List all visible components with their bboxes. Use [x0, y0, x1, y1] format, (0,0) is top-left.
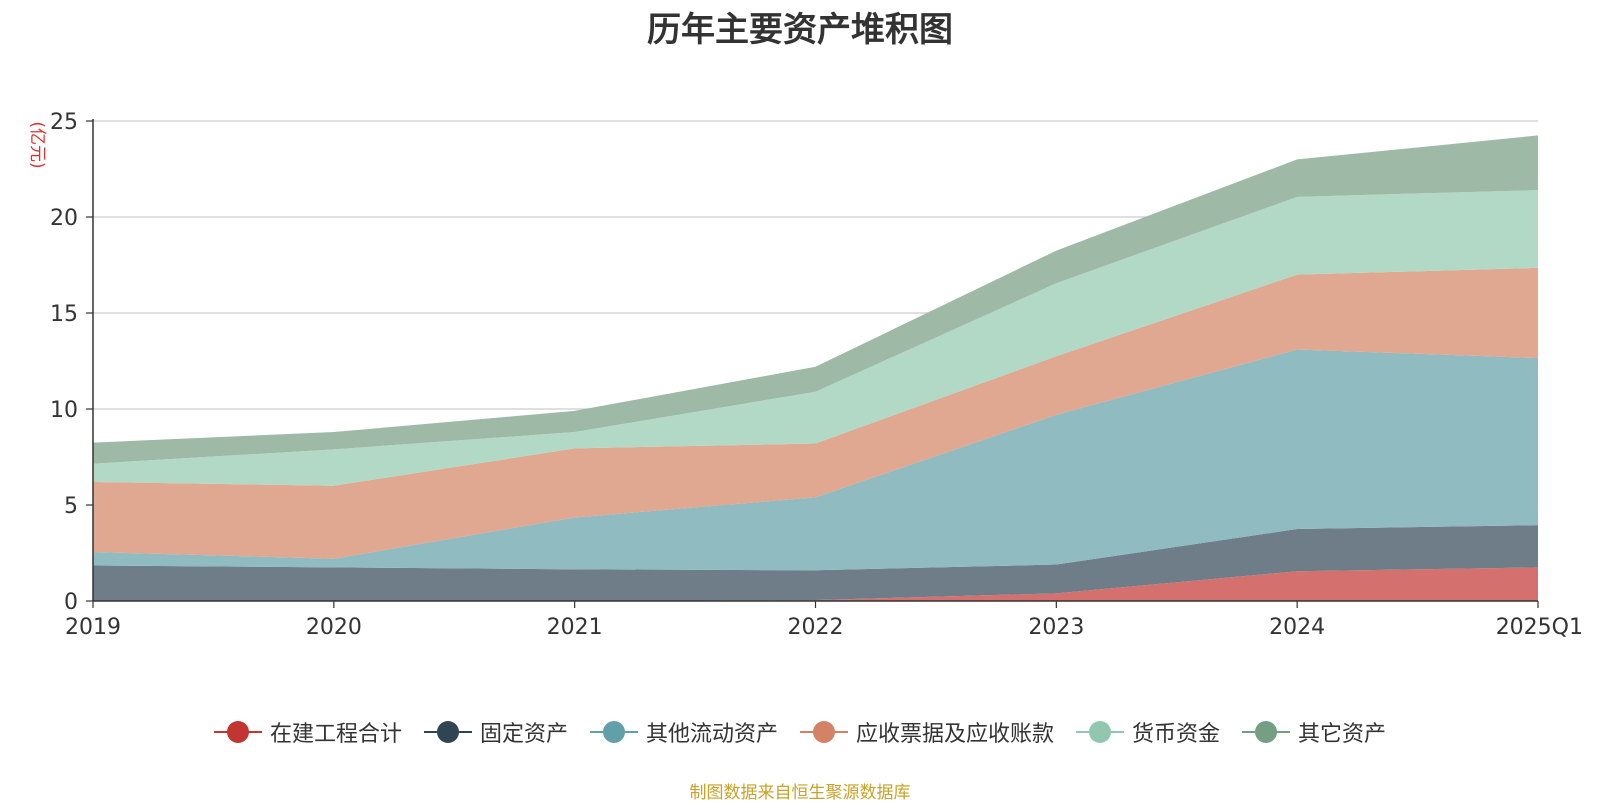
legend-marker-icon	[1242, 720, 1291, 744]
legend-label: 其它资产	[1298, 722, 1387, 747]
legend-marker-icon	[423, 720, 472, 744]
legend-item-5[interactable]: 其它资产	[1242, 716, 1386, 748]
area-其他流动资产	[93, 349, 1538, 571]
legend-item-0[interactable]: 在建工程合计	[213, 716, 402, 748]
y-axis-unit-label: (亿元)	[27, 121, 47, 168]
legend-item-1[interactable]: 固定资产	[423, 716, 568, 748]
chart-title: 历年主要资产堆积图	[647, 10, 953, 50]
legend-label: 其他流动资产	[645, 722, 778, 747]
x-tick-label-2019: 2019	[65, 615, 121, 640]
legend: 在建工程合计 固定资产 其他流动资产 应收票据及应收账款 货币资金 其它资产	[0, 716, 1600, 748]
legend-item-3[interactable]: 应收票据及应收账款	[800, 716, 1054, 748]
legend-marker-icon	[213, 720, 262, 744]
x-tick-label-2024: 2024	[1269, 615, 1325, 640]
x-tick-label-2021: 2021	[547, 615, 603, 640]
x-tick-label-2020: 2020	[306, 615, 362, 640]
legend-marker-icon	[800, 720, 848, 744]
area-固定资产	[93, 525, 1538, 601]
y-tick-label-15: 15	[50, 302, 78, 327]
y-tick-label-0: 0	[64, 590, 78, 615]
area-其它资产	[93, 135, 1538, 464]
area-货币资金	[93, 190, 1538, 486]
y-tick-label-10: 10	[50, 398, 78, 423]
legend-label: 在建工程合计	[269, 722, 402, 747]
source-note: 制图数据来自恒生聚源数据库	[689, 783, 911, 803]
legend-label: 货币资金	[1132, 722, 1221, 747]
legend-marker-icon	[1076, 720, 1125, 744]
legend-label: 固定资产	[479, 722, 568, 747]
x-tick-label-2022: 2022	[788, 615, 844, 640]
legend-label: 应收票据及应收账款	[856, 722, 1055, 747]
legend-item-2[interactable]: 其他流动资产	[589, 716, 778, 748]
y-tick-label-25: 25	[50, 110, 78, 135]
x-tick-label-2023: 2023	[1028, 615, 1084, 640]
legend-item-4[interactable]: 货币资金	[1076, 716, 1220, 748]
y-tick-label-20: 20	[50, 206, 78, 231]
y-tick-label-5: 5	[64, 494, 78, 519]
legend-marker-icon	[589, 720, 638, 744]
x-tick-label-2025Q1: 2025Q1	[1496, 615, 1583, 640]
area-应收票据及应收账款	[93, 267, 1538, 559]
area-在建工程合计	[93, 567, 1538, 601]
